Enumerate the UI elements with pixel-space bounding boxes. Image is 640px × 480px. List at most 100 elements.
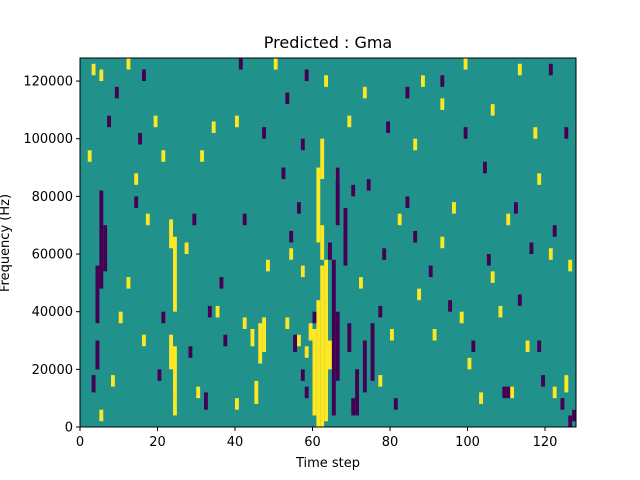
low-cell-15 — [300, 369, 305, 381]
x-tick-label-0: 0 — [76, 435, 84, 450]
y-tick-label-0: 0 — [65, 421, 73, 436]
low-cell-26 — [142, 69, 146, 82]
high-cell-41 — [235, 398, 239, 410]
low-cell-20 — [207, 305, 212, 318]
low-cell-23 — [134, 196, 139, 208]
high-cell-58 — [490, 104, 495, 116]
low-cell-21 — [188, 346, 193, 358]
high-cell-60 — [362, 86, 367, 99]
low-cell-58 — [157, 369, 162, 381]
high-cell-3 — [312, 328, 317, 416]
high-cell-1 — [320, 265, 325, 427]
x-tick-label-5: 100 — [455, 435, 480, 450]
high-cell-17 — [308, 323, 313, 341]
low-cell-6 — [370, 323, 375, 381]
high-cell-73 — [498, 305, 503, 318]
low-cell-8 — [335, 167, 340, 226]
high-cell-0 — [316, 300, 321, 427]
high-cell-8 — [173, 236, 177, 312]
y-axis-label: Frequency (Hz) — [0, 194, 13, 292]
high-cell-33 — [211, 121, 216, 133]
high-cell-50 — [506, 213, 511, 226]
low-cell-37 — [448, 300, 453, 312]
high-cell-20 — [510, 386, 515, 399]
high-cell-7 — [173, 346, 177, 399]
high-cell-6 — [320, 138, 325, 180]
low-cell-60 — [219, 277, 224, 289]
low-cell-57 — [564, 127, 569, 139]
low-cell-19 — [204, 392, 208, 410]
x-tick-label-3: 60 — [304, 435, 321, 450]
low-cell-24 — [138, 132, 143, 145]
high-cell-15 — [300, 265, 305, 278]
low-cell-41 — [517, 294, 522, 306]
low-cell-48 — [529, 242, 534, 255]
high-cell-26 — [111, 375, 115, 387]
high-cell-30 — [273, 58, 278, 70]
plot-area — [79, 57, 577, 428]
low-cell-14 — [304, 386, 309, 399]
low-cell-53 — [405, 86, 410, 99]
high-cell-68 — [99, 69, 104, 82]
low-cell-12 — [95, 340, 100, 370]
low-cell-54 — [386, 121, 391, 133]
high-cell-40 — [196, 386, 201, 399]
high-cell-16 — [297, 334, 301, 347]
low-cell-11 — [103, 225, 108, 272]
low-cell-61 — [223, 334, 228, 347]
high-cell-24 — [328, 340, 332, 370]
low-cell-43 — [560, 398, 565, 410]
low-cell-34 — [382, 248, 387, 260]
high-cell-18 — [250, 328, 255, 347]
high-cell-75 — [285, 317, 290, 329]
high-cell-36 — [184, 242, 189, 255]
high-cell-11 — [169, 334, 174, 370]
y-tick-label-2: 40000 — [32, 305, 73, 320]
high-cell-38 — [266, 259, 270, 272]
high-cell-39 — [289, 248, 294, 260]
low-cell-31 — [281, 167, 286, 180]
high-cell-5 — [316, 167, 321, 243]
low-cell-28 — [285, 92, 290, 105]
low-cell-16 — [312, 311, 317, 324]
low-cell-69 — [552, 225, 557, 237]
high-cell-52 — [537, 173, 542, 185]
low-cell-52 — [440, 75, 445, 87]
high-cell-37 — [215, 305, 220, 318]
high-cell-65 — [145, 213, 150, 226]
high-cell-51 — [525, 340, 530, 353]
low-cell-68 — [486, 254, 491, 266]
y-tick-label-3: 60000 — [32, 248, 73, 263]
high-cell-55 — [533, 127, 538, 139]
low-cell-59 — [161, 311, 166, 324]
low-cell-18 — [289, 230, 294, 243]
low-cell-51 — [463, 127, 468, 139]
high-cell-77 — [440, 98, 445, 110]
low-cell-36 — [428, 265, 433, 278]
low-cell-7 — [343, 207, 348, 266]
high-cell-46 — [440, 236, 445, 249]
y-tick-label-5: 100000 — [23, 132, 73, 147]
low-cell-56 — [548, 63, 553, 76]
low-cell-0 — [331, 259, 336, 416]
high-cell-42 — [390, 328, 394, 341]
high-cell-72 — [459, 311, 464, 324]
high-cell-49 — [490, 271, 495, 283]
high-cell-31 — [324, 75, 329, 87]
low-cell-39 — [502, 386, 507, 399]
low-cell-44 — [572, 409, 577, 422]
low-cell-9 — [99, 190, 104, 289]
high-cell-27 — [126, 277, 131, 289]
low-cell-27 — [238, 58, 243, 70]
high-cell-62 — [413, 138, 418, 151]
high-cell-19 — [479, 392, 484, 404]
y-axis: 0 20000 40000 60000 80000 100000 120000 — [23, 75, 80, 436]
low-cell-32 — [297, 202, 301, 214]
low-cell-66 — [393, 398, 398, 410]
high-cell-59 — [421, 75, 425, 87]
low-cell-55 — [366, 179, 371, 191]
high-cell-70 — [359, 277, 363, 289]
low-cell-46 — [568, 415, 573, 427]
low-cell-38 — [471, 340, 476, 353]
x-axis: 0 20 40 60 80 100 120 — [76, 427, 557, 450]
